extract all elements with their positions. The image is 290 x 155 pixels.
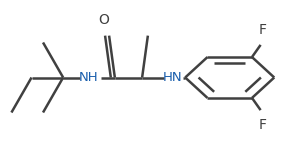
Text: F: F xyxy=(259,118,267,133)
Text: NH: NH xyxy=(79,71,99,84)
Text: HN: HN xyxy=(162,71,182,84)
Text: F: F xyxy=(259,22,267,37)
Text: O: O xyxy=(99,13,109,27)
